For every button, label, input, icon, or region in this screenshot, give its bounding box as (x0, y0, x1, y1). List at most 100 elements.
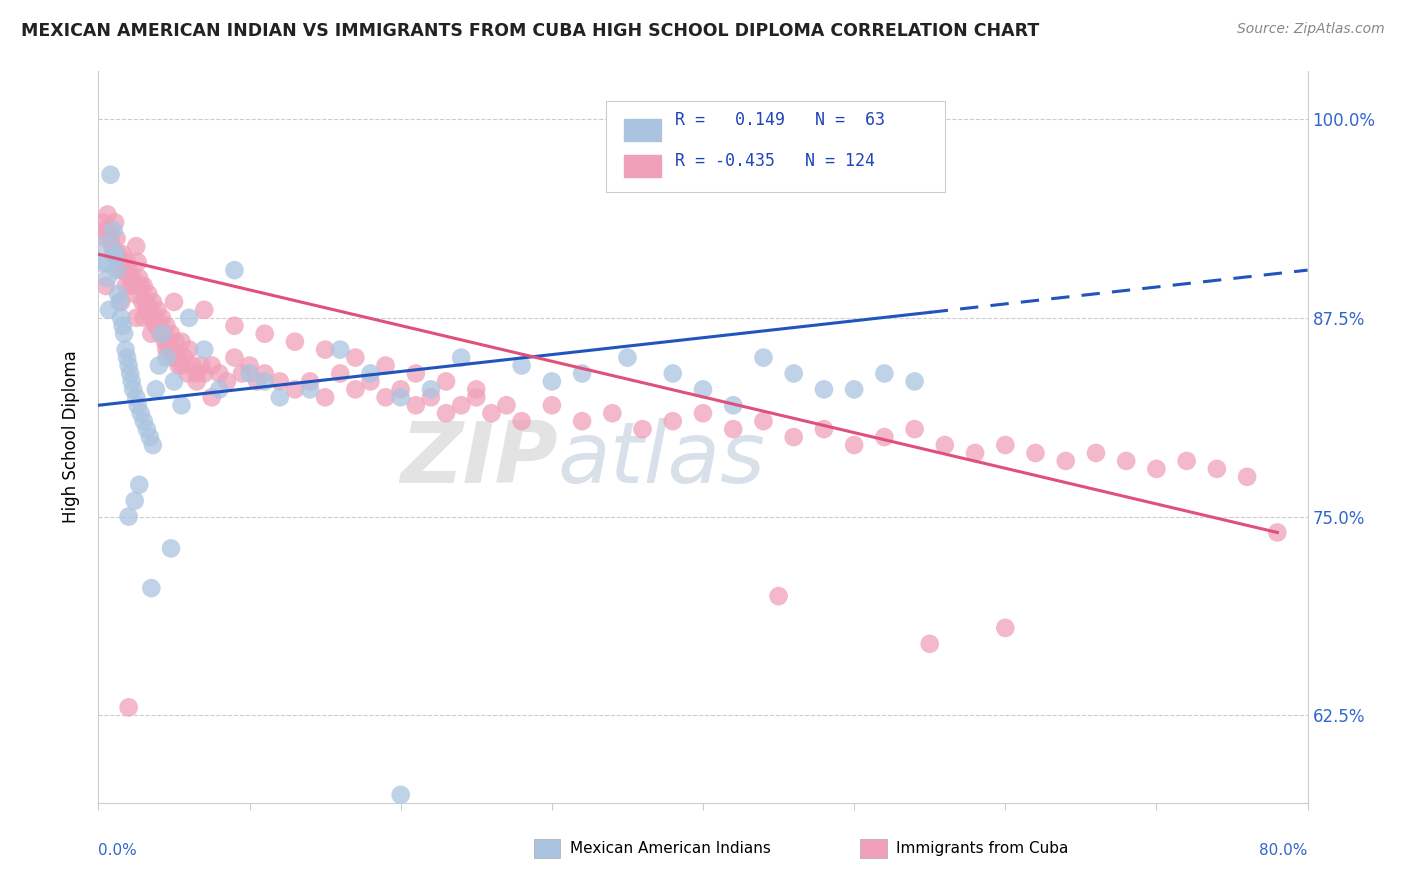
Point (186, 375, 208, 389)
Text: Source: ZipAtlas.com: Source: ZipAtlas.com (1237, 22, 1385, 37)
Point (329, 367, 352, 381)
Point (110, 263, 132, 277)
Point (844, 383, 866, 397)
Point (299, 375, 322, 389)
Point (150, 326, 173, 341)
Point (129, 406, 152, 420)
Point (142, 438, 165, 452)
Text: atlas: atlas (558, 417, 766, 500)
Point (692, 406, 714, 420)
Point (107, 247, 129, 261)
FancyBboxPatch shape (606, 101, 945, 192)
Point (112, 326, 135, 341)
Point (136, 287, 159, 301)
Point (112, 263, 135, 277)
Text: MEXICAN AMERICAN INDIAN VS IMMIGRANTS FROM CUBA HIGH SCHOOL DIPLOMA CORRELATION : MEXICAN AMERICAN INDIAN VS IMMIGRANTS FR… (21, 22, 1039, 40)
Point (269, 390, 291, 404)
Point (122, 271, 145, 285)
Point (904, 375, 927, 389)
Point (110, 310, 132, 325)
Point (155, 343, 177, 357)
Point (121, 279, 143, 293)
Text: 0.0%: 0.0% (98, 843, 138, 858)
Point (91, 215, 114, 229)
Point (208, 383, 231, 397)
Point (128, 477, 150, 491)
Point (873, 430, 896, 444)
Point (481, 406, 503, 420)
Point (135, 422, 157, 436)
Point (96, 207, 118, 221)
Point (111, 247, 134, 261)
Point (145, 383, 167, 397)
Point (93, 223, 115, 237)
Point (108, 255, 131, 269)
Text: R =   0.149   N =  63: R = 0.149 N = 63 (675, 112, 886, 129)
Point (193, 343, 215, 357)
Point (166, 351, 188, 365)
Point (98, 223, 121, 237)
Point (114, 279, 136, 293)
Point (1236, 470, 1258, 484)
Point (965, 446, 987, 460)
Point (103, 247, 125, 261)
Point (253, 375, 276, 389)
Point (1267, 525, 1289, 540)
Point (125, 390, 148, 404)
Point (127, 255, 149, 269)
Point (94, 231, 117, 245)
Text: R = -0.435   N = 124: R = -0.435 N = 124 (675, 152, 875, 169)
Point (148, 318, 170, 333)
Point (1175, 454, 1198, 468)
Point (374, 390, 396, 404)
Point (661, 414, 683, 428)
Point (1085, 446, 1108, 460)
Point (118, 263, 141, 277)
Point (190, 359, 212, 373)
Point (143, 310, 166, 325)
Point (360, 367, 382, 381)
Point (163, 375, 186, 389)
Point (155, 351, 177, 365)
Point (128, 271, 150, 285)
Point (100, 231, 122, 245)
Point (314, 343, 336, 357)
Point (94, 255, 117, 269)
Point (146, 302, 169, 317)
Point (495, 398, 517, 412)
Point (148, 359, 170, 373)
Point (100, 168, 122, 182)
Point (139, 430, 162, 444)
Text: 80.0%: 80.0% (1260, 843, 1308, 858)
Point (231, 367, 253, 381)
Point (284, 334, 307, 349)
Point (329, 343, 352, 357)
Point (181, 359, 204, 373)
Point (420, 383, 443, 397)
Point (93, 247, 115, 261)
Point (149, 326, 172, 341)
Point (253, 367, 276, 381)
Point (162, 343, 184, 357)
Point (918, 637, 941, 651)
Point (135, 302, 157, 317)
Point (120, 271, 142, 285)
FancyBboxPatch shape (624, 119, 661, 141)
Point (813, 422, 835, 436)
Point (314, 390, 336, 404)
Point (139, 302, 162, 317)
Point (176, 367, 198, 381)
Point (616, 351, 638, 365)
Point (163, 294, 186, 309)
Point (1206, 462, 1229, 476)
Text: ZIP: ZIP (401, 417, 558, 500)
Point (103, 223, 125, 237)
Point (253, 326, 276, 341)
Point (783, 367, 806, 381)
Point (110, 294, 132, 309)
Point (269, 375, 291, 389)
Point (167, 359, 190, 373)
Point (1024, 446, 1046, 460)
Point (111, 318, 134, 333)
Point (122, 383, 145, 397)
